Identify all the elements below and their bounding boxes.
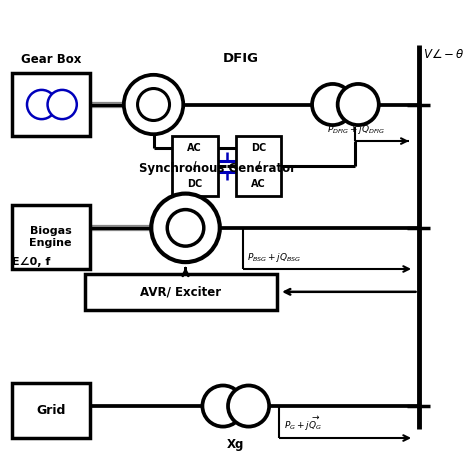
Bar	[12, 383, 90, 438]
Text: $P_{BSG}+jQ_{BSG}$: $P_{BSG}+jQ_{BSG}$	[247, 251, 301, 264]
Text: $P_G+j\overrightarrow{Q_G}$: $P_G+j\overrightarrow{Q_G}$	[284, 415, 321, 433]
Bar	[172, 137, 218, 196]
Circle shape	[137, 89, 170, 120]
Bar	[85, 273, 277, 310]
Text: DC: DC	[251, 143, 266, 153]
Text: DC: DC	[187, 180, 202, 190]
Text: $P_{DFIG}+jQ_{DFIG}$: $P_{DFIG}+jQ_{DFIG}$	[327, 124, 386, 137]
Text: Grid: Grid	[36, 404, 65, 417]
Text: E∠0, f: E∠0, f	[12, 257, 50, 267]
Text: DFIG: DFIG	[222, 52, 258, 65]
Circle shape	[202, 385, 244, 427]
Text: Gear Box: Gear Box	[20, 53, 81, 66]
Circle shape	[228, 385, 269, 427]
Text: /: /	[193, 161, 196, 171]
Circle shape	[167, 210, 204, 246]
Text: Xg: Xg	[227, 438, 245, 451]
Circle shape	[124, 75, 183, 134]
Bar	[12, 73, 90, 137]
Text: AVR/ Exciter: AVR/ Exciter	[140, 285, 221, 298]
Bar	[236, 137, 282, 196]
Bar	[12, 205, 90, 269]
Circle shape	[27, 90, 56, 119]
Circle shape	[337, 84, 379, 125]
Text: Synchronous Generator: Synchronous Generator	[139, 162, 296, 175]
Text: Biogas
Engine: Biogas Engine	[29, 226, 72, 248]
Text: AC: AC	[251, 180, 266, 190]
Circle shape	[47, 90, 77, 119]
Text: AC: AC	[187, 143, 202, 153]
Circle shape	[151, 193, 220, 262]
Circle shape	[312, 84, 353, 125]
Text: /: /	[257, 161, 260, 171]
Text: $V\angle-\theta$: $V\angle-\theta$	[423, 48, 465, 61]
